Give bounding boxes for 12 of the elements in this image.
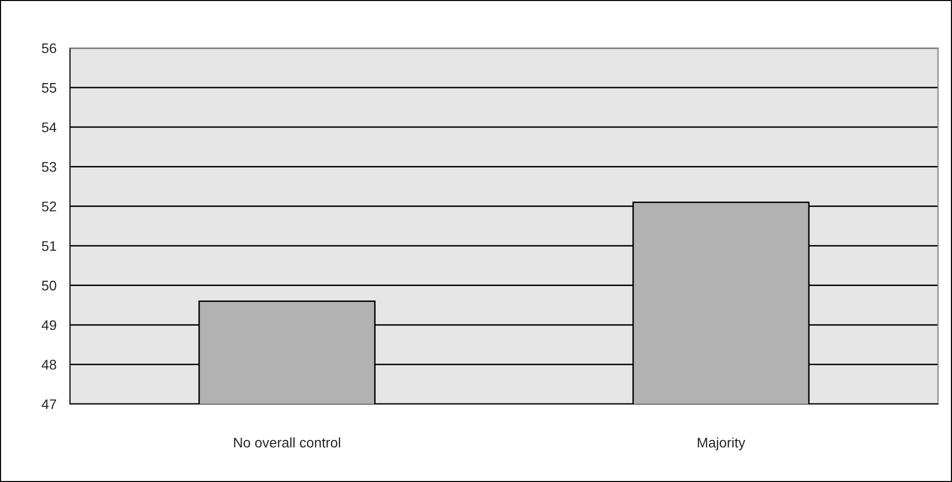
y-tick-label: 50 <box>42 280 56 291</box>
y-tick-label: 56 <box>42 43 56 54</box>
y-tick-label: 49 <box>42 320 56 330</box>
y-tick-label: 54 <box>42 122 56 132</box>
y-tick-label: 53 <box>42 162 56 172</box>
y-tick-label: 48 <box>42 360 56 370</box>
x-tick-label: Majority <box>698 437 746 450</box>
x-tick-label: No overall control <box>234 437 340 448</box>
y-tick-label: 55 <box>42 83 56 93</box>
y-tick-label: 47 <box>42 399 56 410</box>
y-tick-label: 52 <box>42 202 56 212</box>
y-tick-label: 51 <box>42 241 56 251</box>
